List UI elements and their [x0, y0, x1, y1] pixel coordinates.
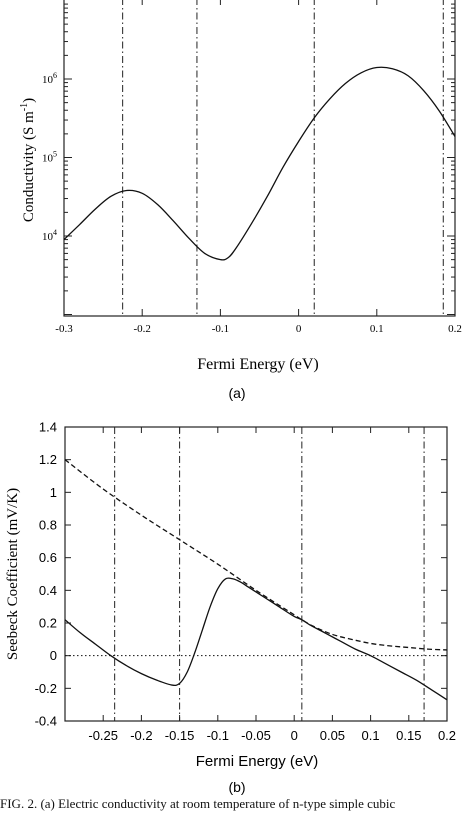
x-tick-label-b: -0.1 — [207, 728, 229, 743]
y-tick-label-b: 1.4 — [39, 420, 57, 435]
y-tick-label-a: 104 — [42, 228, 57, 243]
y-tick-label-a-base: 10 — [42, 74, 54, 86]
x-tick-label-a: -0.1 — [212, 323, 229, 335]
y-axis-title-b: Seebeck Coefficient (mV/K) — [5, 488, 21, 660]
x-tick-label-b: 0.15 — [396, 728, 421, 743]
y-tick-label-a-base: 10 — [42, 231, 54, 243]
x-tick-label-b: 0.2 — [438, 728, 456, 743]
x-tick-label-b: -0.25 — [88, 728, 118, 743]
y-tick-label-b: 0 — [50, 648, 57, 663]
x-tick-label-a: -0.3 — [55, 323, 73, 335]
y-tick-label-b: -0.2 — [35, 681, 57, 696]
y-tick-label-b: 1.2 — [39, 452, 57, 467]
y-tick-label-a-exp: 6 — [53, 71, 57, 80]
x-axis-title-b: Fermi Energy (eV) — [196, 753, 319, 770]
y-tick-label-b: 0.6 — [39, 550, 57, 565]
y-tick-label-a-exp: 4 — [53, 228, 57, 237]
y-tick-label-a-base: 10 — [42, 153, 54, 165]
panel-label-b: (b) — [228, 779, 245, 795]
y-axis-title-a-close: ) — [21, 98, 37, 103]
x-tick-label-a: 0.2 — [448, 323, 462, 335]
x-tick-label-b: -0.05 — [241, 728, 271, 743]
y-tick-label-a-exp: 5 — [53, 150, 57, 159]
x-tick-label-b: 0.05 — [320, 728, 345, 743]
y-axis-title-a-text: Conductivity (S m — [21, 111, 37, 222]
y-tick-label-a: 105 — [42, 150, 57, 165]
x-tick-label-a: 0.1 — [370, 323, 384, 335]
chart-panel-b: -0.25 -0.2 -0.15 -0.1 -0.05 0 0.05 0.1 0.15 0.2 -… — [5, 420, 456, 796]
y-tick-label-b: -0.4 — [35, 714, 57, 729]
x-tick-label-b: -0.2 — [130, 728, 152, 743]
x-axis-title-a: Fermi Energy (eV) — [197, 356, 318, 373]
x-tick-label-a: -0.2 — [133, 323, 150, 335]
conductivity-curve — [63, 66, 456, 261]
seebeck-full-curve — [64, 577, 448, 701]
y-tick-label-b: 1 — [50, 485, 57, 500]
seebeck-dashed-curve — [64, 459, 448, 651]
x-tick-label-b: 0.1 — [362, 728, 380, 743]
y-tick-label-b: 0.4 — [39, 583, 57, 598]
y-tick-label-b: 0.2 — [39, 616, 57, 631]
y-axis-title-a: Conductivity (S m-1) — [19, 98, 37, 222]
x-tick-label-b: 0 — [291, 728, 298, 743]
x-tick-label-b: -0.15 — [165, 728, 195, 743]
panel-label-a: (a) — [228, 385, 245, 401]
y-axis-title-a-sup: -1 — [19, 103, 30, 111]
plot-frame-b — [64, 426, 448, 722]
x-tick-label-a: 0 — [296, 323, 302, 335]
y-tick-label-b: 0.8 — [39, 518, 57, 533]
y-tick-label-a: 106 — [42, 71, 57, 86]
figure-caption: FIG. 2. (a) Electric conductivity at roo… — [0, 796, 396, 811]
